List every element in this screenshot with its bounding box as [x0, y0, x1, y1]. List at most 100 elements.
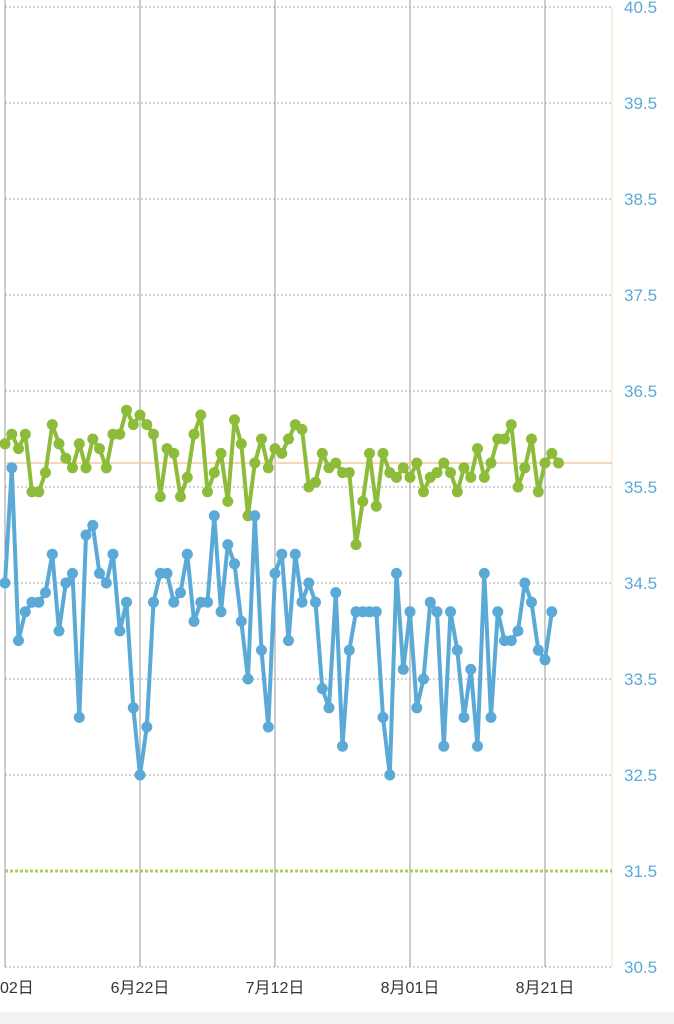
series-1-point	[262, 721, 274, 733]
series-0-point	[330, 457, 342, 469]
y-tick-label: 37.5	[624, 286, 657, 305]
series-0-point	[33, 486, 45, 498]
series-0-point	[397, 462, 409, 474]
series-1-point	[235, 615, 247, 627]
series-0-point	[175, 491, 186, 503]
series-0-point	[134, 409, 146, 421]
series-1-point	[438, 740, 450, 752]
series-0-point	[222, 495, 234, 507]
vertical-gridlines	[4, 0, 546, 967]
series-0-point	[181, 471, 193, 483]
series-0-point	[404, 471, 416, 483]
series-1-point	[80, 529, 92, 541]
series-1-point	[485, 711, 497, 723]
series-1-point	[316, 683, 328, 695]
series-1-point	[188, 615, 200, 627]
series-0-point	[370, 500, 382, 512]
series-1-point	[256, 644, 267, 656]
series-1-point	[539, 654, 551, 666]
series-1-point	[458, 711, 470, 723]
y-tick-label: 31.5	[624, 862, 657, 881]
series-1-point	[445, 606, 456, 618]
series-1-point	[330, 587, 342, 599]
series-1-point	[208, 510, 220, 522]
series-0-point	[418, 486, 429, 498]
series-0-point	[195, 409, 207, 421]
series-0-point	[283, 433, 294, 445]
series-1-point	[87, 519, 99, 531]
series-0-point	[472, 443, 483, 455]
series-0-point	[539, 457, 551, 469]
series-1-point	[276, 548, 288, 560]
series-0-point	[67, 462, 78, 474]
series-0-point	[364, 447, 375, 459]
series-0-point	[148, 428, 159, 440]
y-tick-label: 38.5	[624, 190, 657, 209]
series-0-point	[168, 447, 180, 459]
series-1-point	[397, 663, 409, 675]
series-1-point	[384, 769, 396, 781]
series-0-point	[100, 462, 112, 474]
series-1-point	[60, 577, 72, 589]
series-1-point	[532, 644, 544, 656]
series-0-point	[296, 423, 308, 435]
series-0-point	[121, 404, 132, 416]
series-0-point	[546, 447, 558, 459]
series-1-point	[40, 587, 51, 599]
series-0-point	[154, 491, 166, 503]
series-1-point	[67, 567, 78, 579]
series-1-point	[121, 596, 132, 608]
y-tick-label: 34.5	[624, 574, 657, 593]
series-0-point	[458, 462, 470, 474]
y-tick-label: 39.5	[624, 94, 657, 113]
series-1-point	[202, 596, 213, 608]
series-1-point	[478, 567, 490, 579]
series-0-point	[451, 486, 463, 498]
series-0-point	[19, 428, 31, 440]
series-0-point	[256, 433, 267, 445]
series-1-point	[114, 625, 126, 637]
x-tick-label: 02日	[0, 980, 34, 997]
series-1-point	[289, 548, 301, 560]
series-1-point	[411, 702, 423, 714]
series-1-point	[323, 702, 335, 714]
series-1-point	[175, 587, 186, 599]
series-0-point	[438, 457, 450, 469]
series-0-point	[377, 447, 389, 459]
series-1-point	[512, 625, 524, 637]
series-1-point	[472, 740, 483, 752]
series-0-point	[262, 462, 274, 474]
series-0-point	[512, 481, 524, 493]
x-tick-label: 8月21日	[516, 980, 575, 997]
series-1-point	[73, 711, 85, 723]
series-1-point	[370, 606, 382, 618]
series-0-point	[310, 476, 321, 488]
series-0-point	[276, 447, 288, 459]
series-1-point	[465, 663, 477, 675]
series-1-line	[3, 465, 554, 777]
series-0-point	[235, 438, 247, 450]
series-0-point	[87, 433, 99, 445]
series-0-point	[53, 438, 65, 450]
series-1-point	[13, 635, 24, 647]
series-0-point	[46, 419, 58, 431]
series-0-point	[411, 457, 423, 469]
series-1-point	[451, 644, 463, 656]
series-1-point	[168, 596, 180, 608]
series-1-point	[526, 596, 537, 608]
series-0-point	[357, 495, 369, 507]
series-1-point	[6, 462, 18, 474]
series-1-point	[249, 510, 261, 522]
series-1-point	[33, 596, 45, 608]
series-1-point	[215, 606, 227, 618]
series-0-point	[141, 419, 153, 431]
series-0-point	[73, 438, 85, 450]
series-0-point	[60, 452, 72, 464]
series-1-point	[546, 606, 558, 618]
bottom-bar	[0, 1012, 674, 1024]
x-axis-tick-labels: 02日 6月22日 7月12日 8月01日 8月21日	[0, 980, 574, 997]
series-0-point	[80, 462, 92, 474]
x-tick-label: 8月01日	[381, 980, 440, 997]
series-0-point	[499, 433, 510, 445]
